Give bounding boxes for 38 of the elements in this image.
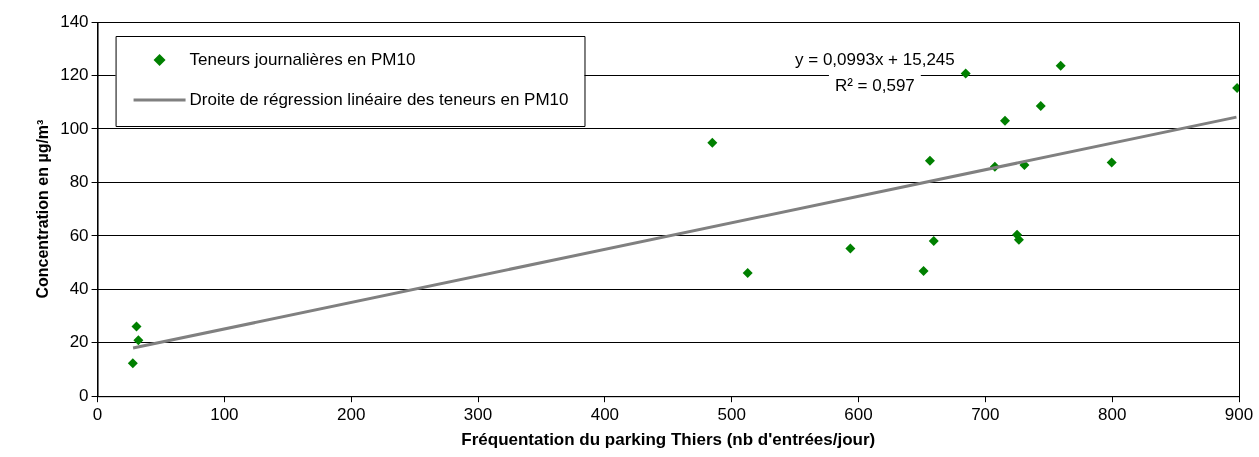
point bbox=[924, 155, 935, 166]
x-tick-label: 400 bbox=[590, 405, 620, 425]
x-tick-label: 200 bbox=[337, 405, 366, 425]
x-tick-label: 600 bbox=[844, 405, 873, 425]
x-tick-label: 500 bbox=[717, 405, 746, 425]
point bbox=[1000, 115, 1011, 126]
x-tick-label: 300 bbox=[463, 405, 493, 425]
y-tick-label: 40 bbox=[69, 278, 89, 298]
x-tick-label: 800 bbox=[1097, 405, 1127, 425]
point bbox=[1055, 60, 1066, 71]
point bbox=[928, 235, 939, 246]
y-axis-title: Concentration en µg/m³ bbox=[34, 119, 52, 299]
point bbox=[1106, 157, 1117, 168]
y-tick-label: 0 bbox=[79, 385, 89, 405]
x-tick-label: 0 bbox=[92, 405, 103, 425]
x-tick-label: 700 bbox=[971, 405, 1000, 425]
point bbox=[1035, 100, 1046, 111]
x-tick-label: 100 bbox=[210, 405, 239, 425]
y-tick-label: 100 bbox=[60, 118, 89, 138]
point bbox=[918, 266, 929, 277]
y-tick-label: 20 bbox=[69, 332, 89, 352]
point bbox=[960, 68, 971, 79]
point bbox=[742, 267, 753, 278]
y-tick-label: 80 bbox=[69, 172, 89, 192]
point bbox=[845, 243, 856, 254]
x-axis-title: Fréquentation du parking Thiers (nb d'entrées/jour) bbox=[461, 430, 876, 450]
point bbox=[133, 335, 144, 346]
legend-label: Teneurs journalières en PM10 bbox=[189, 49, 416, 69]
legend-label: Droite de régression linéaire des teneurs en PM10 bbox=[189, 89, 569, 109]
point bbox=[131, 321, 142, 332]
x-tick-label: 900 bbox=[1224, 405, 1254, 425]
y-tick-label: 60 bbox=[69, 225, 89, 245]
y-tick-label: 120 bbox=[60, 65, 89, 85]
y-tick-label: 140 bbox=[60, 11, 89, 31]
annotation: y = 0,0993x + 15,245 bbox=[795, 49, 955, 69]
point bbox=[127, 358, 138, 369]
annotation: R² = 0,597 bbox=[834, 75, 915, 95]
point bbox=[707, 137, 718, 148]
